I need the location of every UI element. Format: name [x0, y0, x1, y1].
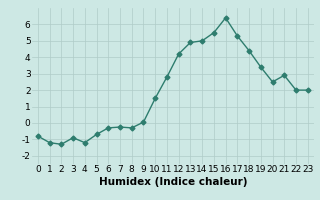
X-axis label: Humidex (Indice chaleur): Humidex (Indice chaleur) — [99, 177, 247, 187]
